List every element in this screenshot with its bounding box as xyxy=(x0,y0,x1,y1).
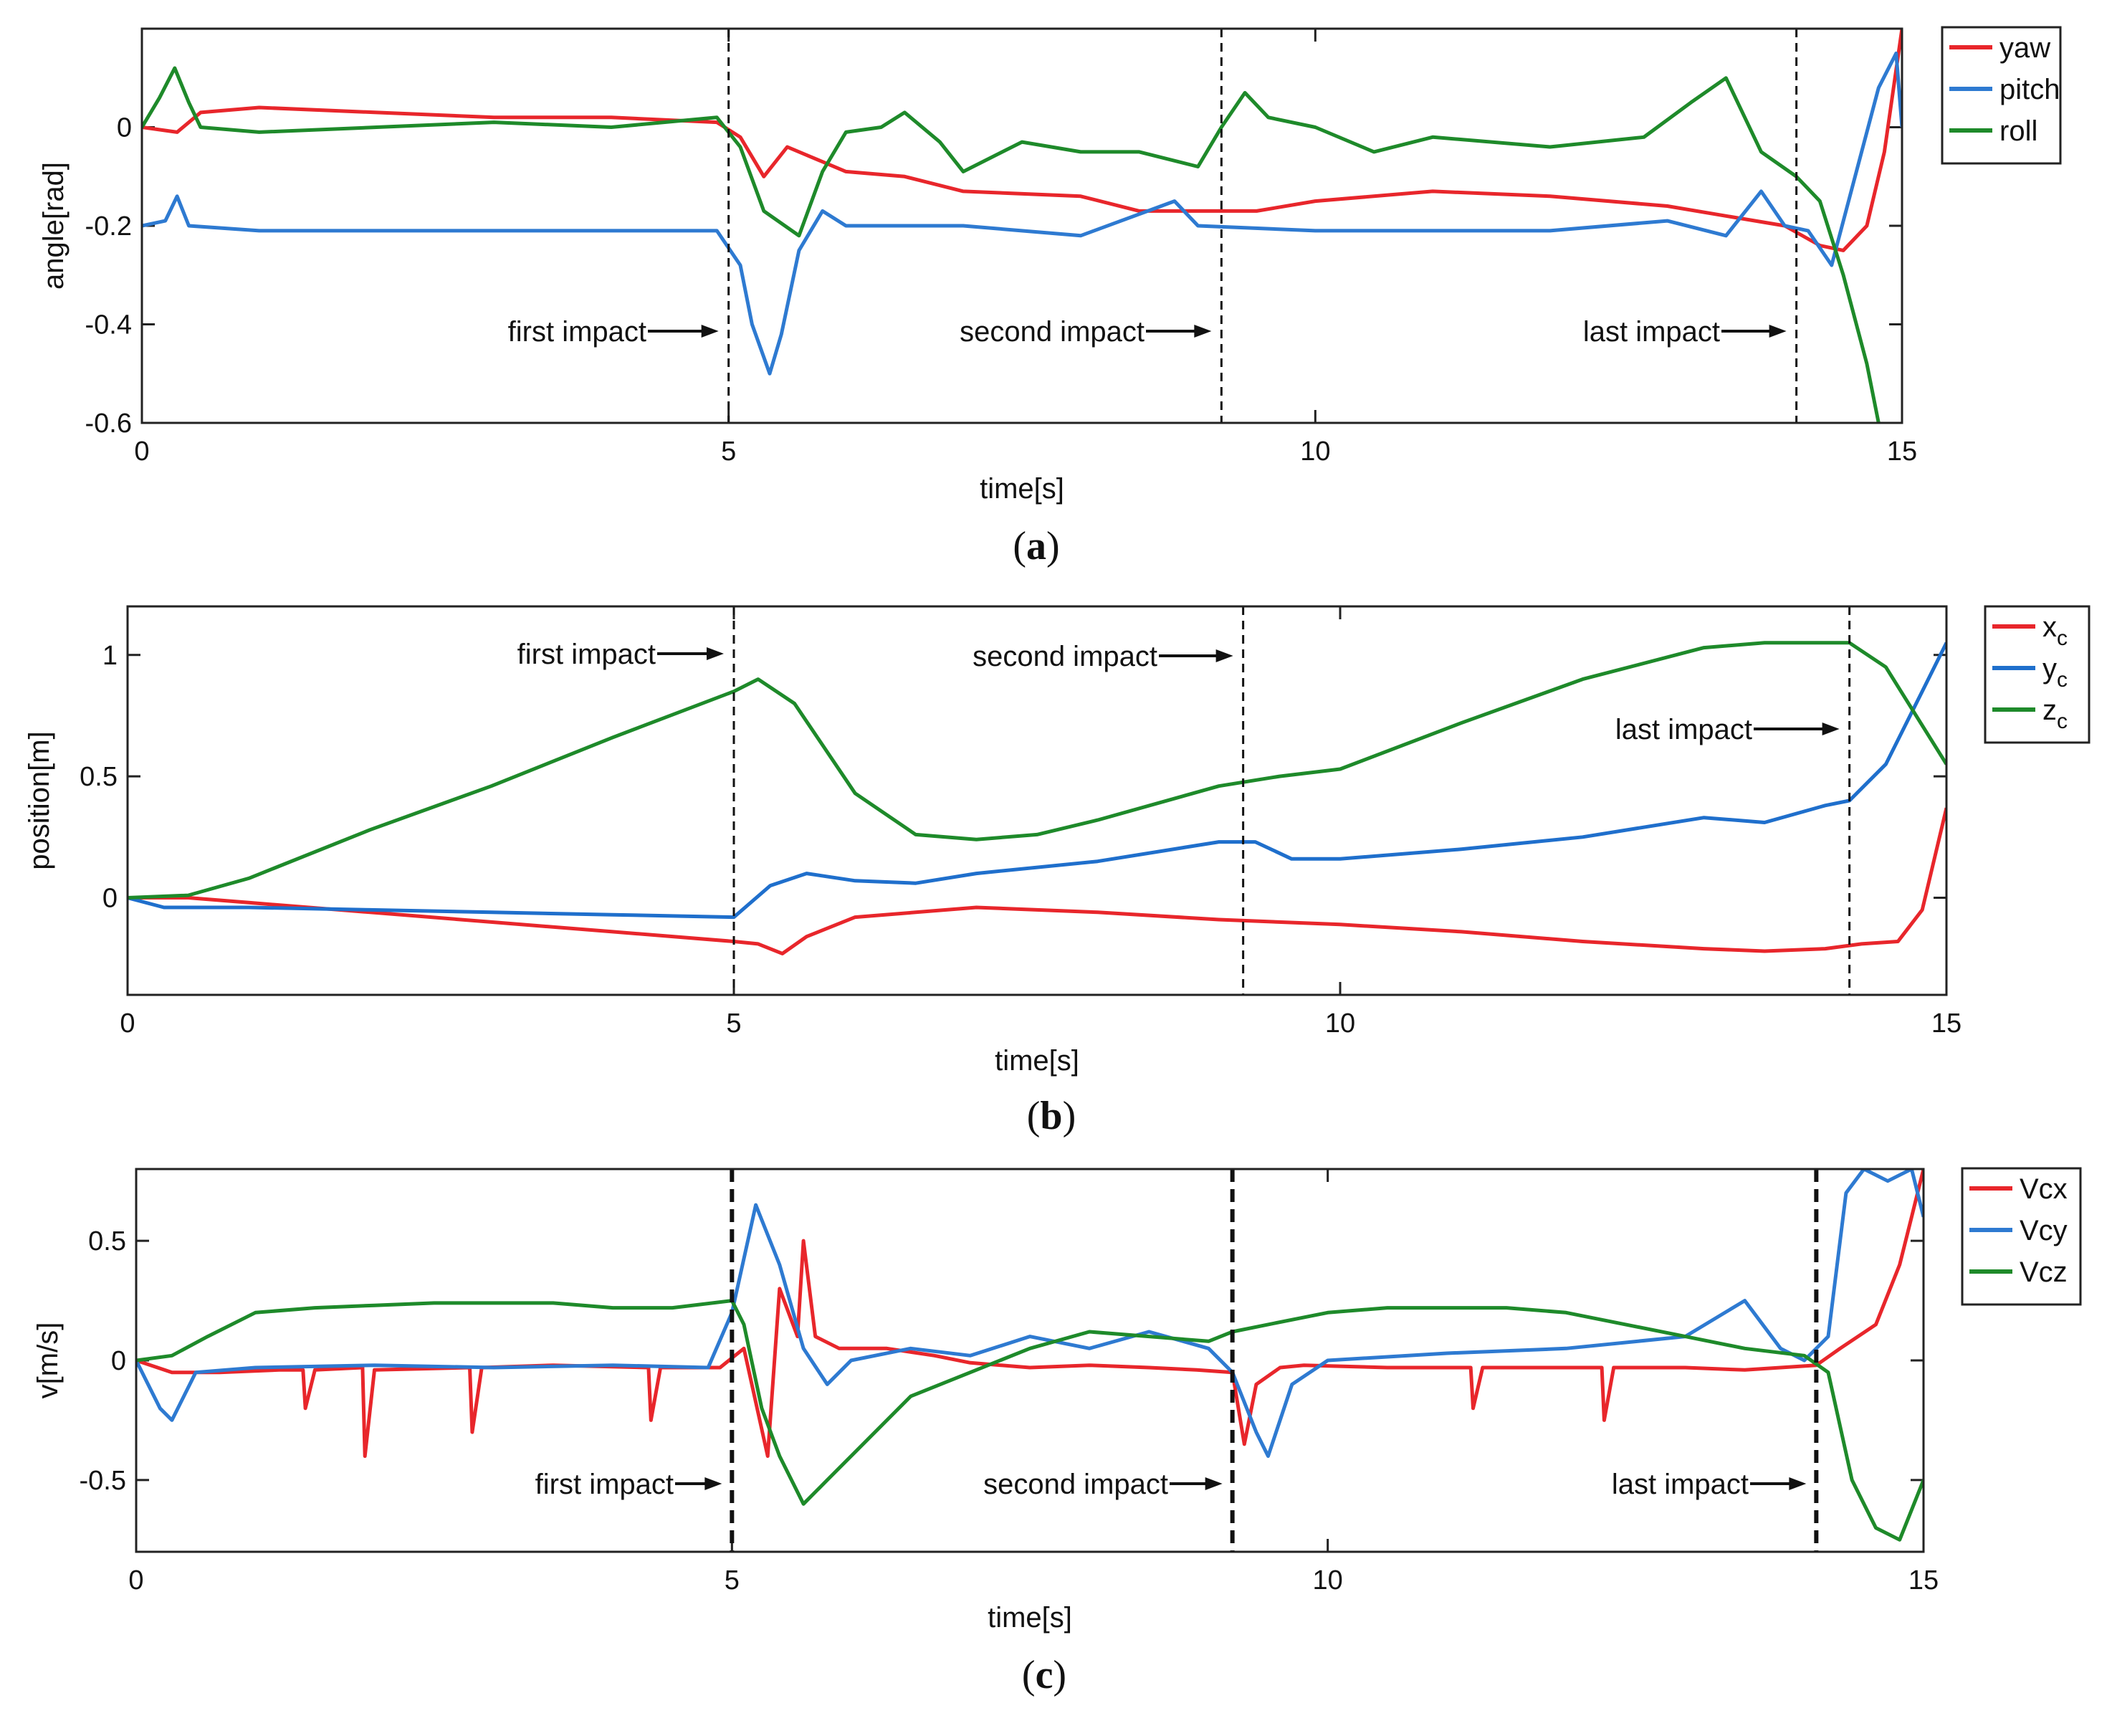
impact-label: last impact xyxy=(1583,316,1720,348)
legend-label: Vcx xyxy=(2020,1173,2068,1205)
caption-part: c xyxy=(1036,1653,1053,1697)
caption-part: ( xyxy=(1013,524,1026,568)
series-group xyxy=(128,641,1946,955)
caption-part: ) xyxy=(1063,1094,1076,1138)
plot-frame xyxy=(126,605,1948,996)
caption-part: ( xyxy=(1027,1094,1041,1138)
impact-label: last impact xyxy=(1615,714,1752,745)
y-axis-label: angle[rad] xyxy=(38,162,70,290)
panel-a: 0 5 10 15 -0.6 -0.4 -0.2 0 time[s] angle[rad] firs… xyxy=(38,26,2062,568)
series-line-x xyxy=(128,807,1946,955)
legend-subscript: c xyxy=(2057,710,2068,733)
plot-frame xyxy=(135,1168,1925,1553)
impact-label: second impact xyxy=(983,1469,1168,1500)
impact-arrowhead xyxy=(701,325,719,338)
impact-arrowhead xyxy=(1769,325,1787,338)
x-axis-label: time[s] xyxy=(988,1602,1072,1634)
y-tick-label: 1 xyxy=(102,641,118,671)
x-tick-label: 5 xyxy=(725,1565,740,1596)
y-axis-label: position[m] xyxy=(24,731,55,869)
x-tick-label: 0 xyxy=(134,437,149,467)
x-tick-label: 10 xyxy=(1325,1008,1355,1039)
legend-subscript: c xyxy=(2057,626,2068,650)
y-tick-label: -0.5 xyxy=(80,1466,126,1496)
plot-area xyxy=(136,1169,1924,1552)
impact-arrowhead xyxy=(1205,1477,1223,1490)
impact-label: last impact xyxy=(1612,1469,1749,1500)
impact-label: second impact xyxy=(960,316,1145,348)
y-tick-label: 0 xyxy=(102,884,118,914)
impact-label: second impact xyxy=(973,641,1157,672)
legend-label: yaw xyxy=(1999,32,2050,64)
y-tick-label: 0 xyxy=(111,1346,126,1376)
panel-c: 0 5 10 15 -0.5 0 0.5 time[s] v[m/s] first impact s… xyxy=(32,1167,2082,1697)
series-line-vcz xyxy=(136,1299,1924,1542)
impact-arrowhead xyxy=(1215,649,1233,662)
x-tick-label: 15 xyxy=(1908,1565,1939,1596)
impact-label: first impact xyxy=(535,1469,674,1500)
impact-arrowhead xyxy=(1789,1477,1807,1490)
plot-area xyxy=(142,29,1902,423)
series-line-roll xyxy=(142,66,1881,423)
series-group xyxy=(142,29,1902,423)
series-group xyxy=(136,1169,1924,1542)
panel-caption: (c) xyxy=(1022,1653,1066,1697)
y-tick-label: 0 xyxy=(117,113,132,143)
x-tick-label: 5 xyxy=(721,437,736,467)
x-tick-label: 15 xyxy=(1887,437,1917,467)
caption-part: ( xyxy=(1022,1653,1036,1697)
x-tick-label: 10 xyxy=(1313,1565,1343,1596)
caption-part: ) xyxy=(1046,524,1060,568)
x-tick-label: 0 xyxy=(128,1565,143,1596)
y-tick-label: -0.4 xyxy=(85,310,132,340)
caption-part: b xyxy=(1040,1094,1062,1138)
series-line-vcx xyxy=(136,1169,1924,1458)
caption-part: ) xyxy=(1053,1653,1066,1697)
y-tick-label: -0.6 xyxy=(85,409,132,439)
series-line-y xyxy=(128,642,1946,920)
x-axis-label: time[s] xyxy=(995,1045,1079,1077)
x-tick-label: 0 xyxy=(120,1008,135,1039)
panel-b: 0 5 10 15 0 0.5 1 time[s] position[m] first impac… xyxy=(24,605,2091,1138)
y-tick-label: 0.5 xyxy=(88,1226,126,1256)
legend-label: Vcy xyxy=(2020,1215,2068,1246)
plot-frame xyxy=(140,27,1903,424)
legend-box xyxy=(1984,605,2091,744)
panel-caption: (a) xyxy=(1013,524,1059,568)
series-line-pitch xyxy=(142,51,1902,376)
y-tick-label: 0.5 xyxy=(80,762,118,792)
legend-box xyxy=(1941,26,2062,165)
legend-label: Vcz xyxy=(2020,1256,2068,1288)
legend-subscript: c xyxy=(2057,668,2068,692)
impact-label: first impact xyxy=(508,316,646,348)
x-axis-label: time[s] xyxy=(980,473,1064,505)
y-axis-label: v[m/s] xyxy=(32,1322,64,1399)
x-tick-label: 10 xyxy=(1300,437,1330,467)
legend-box xyxy=(1961,1167,2082,1306)
series-line-yaw xyxy=(142,29,1902,252)
caption-part: a xyxy=(1026,524,1046,568)
legend-label: pitch xyxy=(1999,74,2060,105)
series-line-z xyxy=(128,641,1946,900)
impact-arrowhead xyxy=(1194,325,1212,338)
impact-arrowhead xyxy=(707,647,724,660)
impact-arrowhead xyxy=(704,1477,722,1490)
x-tick-label: 15 xyxy=(1931,1008,1962,1039)
impact-label: first impact xyxy=(517,639,656,670)
plot-area xyxy=(128,606,1946,995)
y-tick-label: -0.2 xyxy=(85,211,132,242)
x-tick-label: 5 xyxy=(726,1008,741,1039)
legend-label: roll xyxy=(1999,115,2037,147)
impact-arrowhead xyxy=(1822,722,1840,735)
panel-caption: (b) xyxy=(1027,1094,1076,1138)
